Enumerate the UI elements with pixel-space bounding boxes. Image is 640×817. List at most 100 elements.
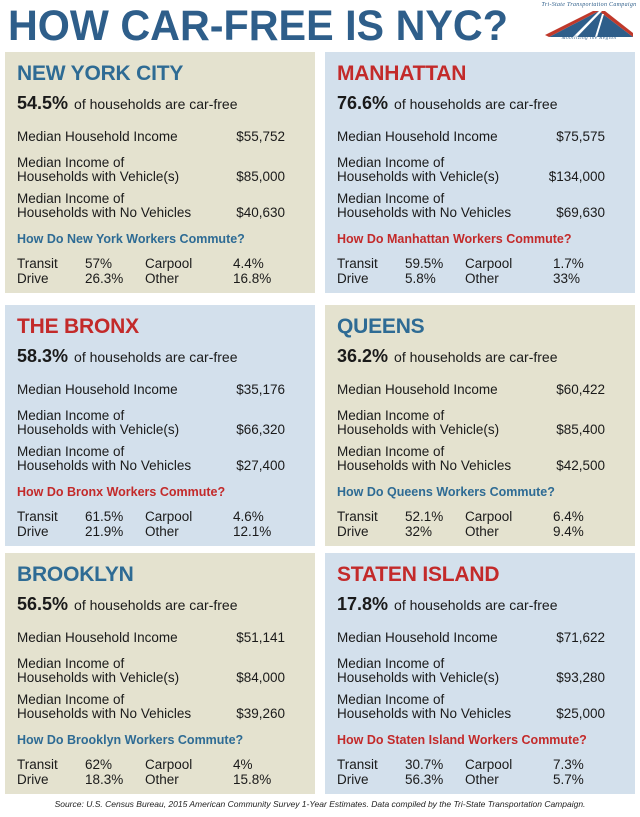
drive-label: Drive [337,772,369,787]
borough-title: BROOKLYN [17,563,134,586]
transit-value: 61.5% [85,509,124,524]
median-income-label: Median Household Income [17,129,178,144]
car-free-percent: 54.5% [17,93,69,113]
median-income-label: Median Household Income [337,129,498,144]
income-no-vehicles-value: $25,000 [556,706,605,721]
label-line: Households with Vehicle(s) [337,422,500,437]
income-no-vehicles-label: Median Income of Households with No Vehic… [17,445,191,473]
drive-label: Drive [17,271,49,286]
income-with-vehicles-label: Median Income of Households with Vehicle(… [337,657,499,685]
borough-title: NEW YORK CITY [17,62,184,85]
label-line: Median Income of [17,656,125,671]
borough-card-the-bronx: THE BRONX 58.3% of households are car-free… [5,305,315,546]
income-with-vehicles-value: $66,320 [236,422,285,437]
median-income-value: $75,575 [556,129,605,144]
label-line: Median Income of [337,656,445,671]
income-with-vehicles-value: $134,000 [548,169,605,184]
label-line: Households with No Vehicles [17,205,192,220]
carpool-value: 6.4% [553,509,584,524]
transit-value: 57% [85,256,113,271]
car-free-percent: 76.6% [337,93,389,113]
median-income-value: $71,622 [556,630,605,645]
median-income-value: $60,422 [556,382,605,397]
commute-question: How Do Manhattan Workers Commute? [337,232,572,246]
carpool-value: 4.4% [233,256,264,271]
drive-value: 5.8% [405,271,436,286]
car-free-label: of households are car-free [394,349,558,365]
transit-label: Transit [17,757,58,772]
income-with-vehicles-label: Median Income of Households with Vehicle(… [17,156,179,184]
drive-value: 18.3% [85,772,124,787]
other-label: Other [465,772,499,787]
income-with-vehicles-value: $85,400 [556,422,605,437]
median-income-row: Median Household Income $35,176 [17,383,285,397]
car-free-label: of households are car-free [394,96,558,112]
median-income-label: Median Household Income [17,630,178,645]
label-line: Households with Vehicle(s) [17,169,180,184]
transit-value: 52.1% [405,509,444,524]
income-no-vehicles-row: Median Income of Households with No Vehic… [337,445,605,473]
income-no-vehicles-label: Median Income of Households with No Vehic… [17,192,191,220]
drive-label: Drive [17,772,49,787]
other-label: Other [145,271,179,286]
carpool-value: 7.3% [553,757,584,772]
other-label: Other [465,271,499,286]
label-line: Households with Vehicle(s) [337,169,500,184]
tstc-logo: Tri-State Transportation Campaign Mobili… [541,2,637,46]
label-line: Households with No Vehicles [337,706,512,721]
income-no-vehicles-value: $39,260 [236,706,285,721]
car-free-line: 36.2% of households are car-free [337,346,557,367]
income-no-vehicles-row: Median Income of Households with No Vehic… [17,693,285,721]
borough-title: THE BRONX [17,315,139,338]
label-line: Median Income of [337,444,445,459]
income-with-vehicles-row: Median Income of Households with Vehicle(… [17,409,285,437]
income-with-vehicles-label: Median Income of Households with Vehicle(… [337,156,499,184]
median-income-row: Median Household Income $75,575 [337,130,605,144]
carpool-label: Carpool [465,757,513,772]
road-logo-icon [545,11,633,37]
car-free-line: 58.3% of households are car-free [17,346,237,367]
label-line: Households with No Vehicles [337,458,512,473]
commute-question: How Do Bronx Workers Commute? [17,485,226,499]
median-income-row: Median Household Income $51,141 [17,631,285,645]
carpool-value: 1.7% [553,256,584,271]
label-line: Households with Vehicle(s) [17,670,180,685]
transit-value: 30.7% [405,757,444,772]
carpool-label: Carpool [465,509,513,524]
income-no-vehicles-label: Median Income of Households with No Vehic… [17,693,191,721]
label-line: Households with Vehicle(s) [17,422,180,437]
borough-card-brooklyn: BROOKLYN 56.5% of households are car-free M… [5,553,315,794]
car-free-percent: 56.5% [17,594,69,614]
income-no-vehicles-value: $40,630 [236,205,285,220]
income-no-vehicles-value: $42,500 [556,458,605,473]
drive-value: 56.3% [405,772,444,787]
label-line: Households with No Vehicles [17,458,192,473]
carpool-value: 4% [233,757,253,772]
car-free-label: of households are car-free [74,597,238,613]
income-with-vehicles-value: $84,000 [236,670,285,685]
label-line: Median Income of [17,155,125,170]
drive-value: 21.9% [85,524,124,539]
borough-title: QUEENS [337,315,425,338]
car-free-line: 76.6% of households are car-free [337,93,557,114]
income-no-vehicles-value: $27,400 [236,458,285,473]
median-income-row: Median Household Income $55,752 [17,130,285,144]
header: HOW CAR-FREE IS NYC? Tri-State Transport… [0,0,640,50]
income-no-vehicles-value: $69,630 [556,205,605,220]
transit-label: Transit [17,256,58,271]
commute-question: How Do Brooklyn Workers Commute? [17,733,244,747]
label-line: Median Income of [337,191,445,206]
label-line: Median Income of [17,444,125,459]
income-no-vehicles-row: Median Income of Households with No Vehic… [337,192,605,220]
borough-title: MANHATTAN [337,62,467,85]
carpool-label: Carpool [145,256,193,271]
median-income-label: Median Household Income [337,382,498,397]
other-value: 33% [553,271,581,286]
source-note: Source: U.S. Census Bureau, 2015 America… [54,799,586,809]
car-free-line: 56.5% of households are car-free [17,594,237,615]
income-no-vehicles-label: Median Income of Households with No Vehic… [337,192,511,220]
transit-label: Transit [337,757,378,772]
transit-label: Transit [337,509,378,524]
car-free-line: 54.5% of households are car-free [17,93,237,114]
carpool-label: Carpool [145,509,193,524]
